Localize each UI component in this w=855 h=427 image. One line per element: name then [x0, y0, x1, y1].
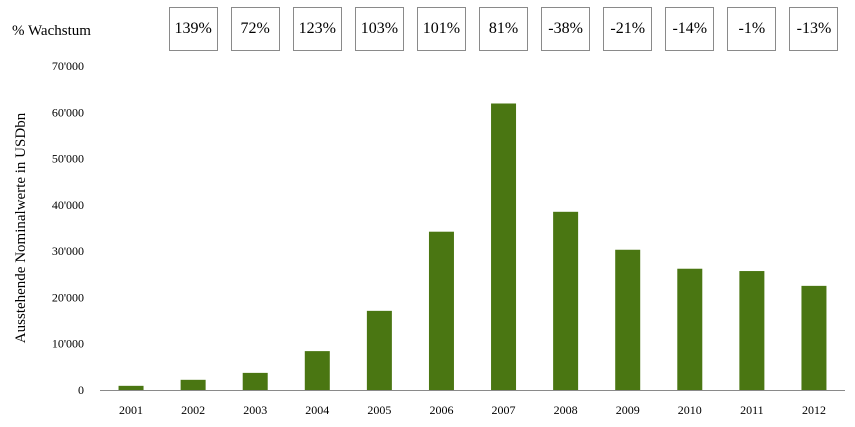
y-tick-label: 30'000 — [52, 244, 84, 258]
bar-2006 — [428, 231, 454, 390]
growth-row-label: % Wachstum — [12, 23, 91, 39]
y-axis: 0 10'000 20'000 30'000 40'000 50'000 60'000 70'… — [52, 59, 84, 397]
bar-2009 — [615, 249, 641, 390]
bar-2001 — [118, 385, 144, 390]
growth-value-box: 72% — [230, 7, 280, 51]
x-tick-label: 2003 — [243, 403, 267, 417]
y-tick-label: 50'000 — [52, 152, 84, 166]
bar-2011 — [739, 271, 765, 390]
x-tick-label: 2008 — [554, 403, 578, 417]
growth-value-box: 139% — [168, 7, 218, 51]
growth-value-box: -38% — [541, 7, 591, 51]
bar-2007 — [491, 103, 517, 391]
growth-value-box: -14% — [665, 7, 715, 51]
y-tick-label: 70'000 — [52, 59, 84, 73]
x-tick-label: 2011 — [740, 403, 764, 417]
y-tick-label: 20'000 — [52, 290, 84, 304]
x-tick-label: 2010 — [678, 403, 702, 417]
bar-2010 — [677, 268, 703, 390]
x-tick-label: 2001 — [119, 403, 143, 417]
x-tick-label: 2006 — [429, 403, 453, 417]
y-axis-title: Ausstehende Nominalwerte in USDbn — [13, 112, 29, 343]
bar-2003 — [242, 372, 268, 390]
y-tick-label: 40'000 — [52, 198, 84, 212]
y-tick-label: 0 — [78, 383, 84, 397]
growth-value-box: 81% — [479, 7, 529, 51]
x-axis: 2001 2002 2003 2004 2005 2006 2007 2008 2009 2010… — [100, 390, 845, 417]
growth-value-box: 103% — [354, 7, 404, 51]
x-tick-label: 2004 — [305, 403, 329, 417]
growth-value-box: 101% — [416, 7, 466, 51]
x-tick-label: 2005 — [367, 403, 391, 417]
y-tick-label: 10'000 — [52, 337, 84, 351]
bar-2005 — [366, 310, 392, 390]
growth-value-box: -13% — [789, 7, 839, 51]
growth-value-box: -21% — [603, 7, 653, 51]
bars — [118, 103, 827, 391]
bar-2012 — [801, 285, 827, 390]
bar-2008 — [553, 211, 579, 390]
x-tick-label: 2007 — [492, 403, 516, 417]
growth-value-box: -1% — [727, 7, 777, 51]
x-tick-label: 2009 — [616, 403, 640, 417]
x-tick-label: 2002 — [181, 403, 205, 417]
y-tick-label: 60'000 — [52, 105, 84, 119]
bar-2004 — [304, 351, 330, 390]
bar-2002 — [180, 379, 206, 390]
growth-value-box: 123% — [292, 7, 342, 51]
x-tick-label: 2012 — [802, 403, 826, 417]
